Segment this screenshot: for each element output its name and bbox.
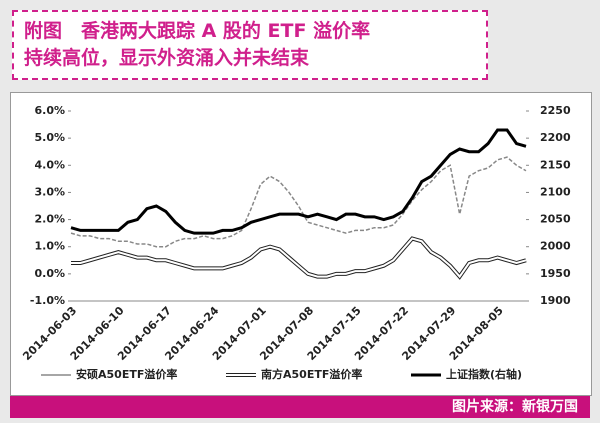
y2-tick-label: 2150 bbox=[540, 158, 571, 171]
title-line: 持续高位，显示外资涌入并未结束 bbox=[24, 47, 310, 69]
y2-tick-label: 2100 bbox=[540, 185, 571, 198]
y-tick-label: -1.0% bbox=[30, 294, 65, 307]
y2-tick-label: 1950 bbox=[540, 267, 571, 280]
y-tick-label: 3.0% bbox=[34, 185, 65, 198]
header: 附图 香港两大跟踪 A 股的 ETF 溢价率 持续高位，显示外资涌入并未结束 bbox=[12, 10, 488, 80]
y2-tick-label: 2250 bbox=[540, 104, 571, 117]
y-tick-label: 2.0% bbox=[34, 213, 65, 226]
y-tick-label: 5.0% bbox=[34, 131, 65, 144]
line bbox=[71, 237, 527, 279]
chart-frame: -1.0% 0.0% 1.0% 2.0% 3.0% 4.0% 5.0% 6.0% 1900 195… bbox=[10, 92, 592, 396]
y-tick-label: 4.0% bbox=[34, 158, 65, 171]
y2-tick-label: 2000 bbox=[540, 240, 571, 253]
legend-label: 安硕A50ETF溢价率 bbox=[76, 367, 177, 381]
source: 图片来源：新银万国 bbox=[10, 396, 590, 418]
y-tick-label: 1.0% bbox=[34, 240, 65, 253]
title-line: 附图 香港两大跟踪 A 股的 ETF 溢价率 bbox=[24, 20, 371, 42]
y2-tick-label: 2200 bbox=[540, 131, 571, 144]
y2-tick-label: 1900 bbox=[540, 294, 571, 307]
line bbox=[70, 156, 527, 248]
legend-label: 上证指数(右轴) bbox=[446, 367, 522, 381]
y-tick-label: 6.0% bbox=[34, 104, 65, 117]
line bbox=[70, 128, 527, 235]
y-tick-label: 0.0% bbox=[34, 267, 65, 280]
y2-tick-label: 2050 bbox=[540, 213, 571, 226]
legend-label: 南方A50ETF溢价率 bbox=[261, 367, 362, 381]
chart: -1.0% 0.0% 1.0% 2.0% 3.0% 4.0% 5.0% 6.0% 1900 195… bbox=[20, 104, 571, 381]
